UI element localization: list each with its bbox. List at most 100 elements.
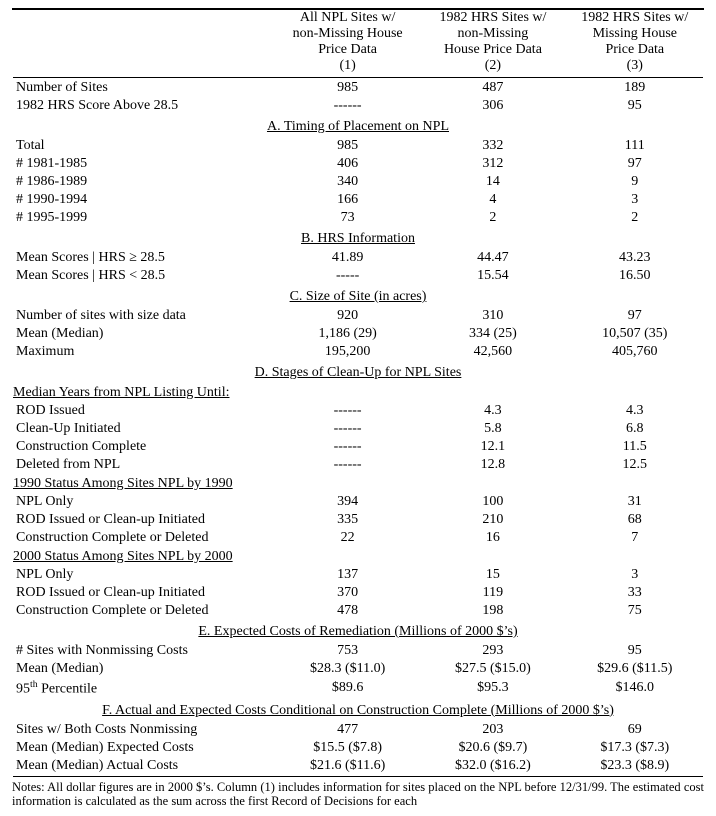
table-row: 1982 HRS Score Above 28.5 ------ 306 95 — [12, 97, 704, 115]
row-label: ROD Issued or Clean-up Initiated — [12, 584, 275, 602]
row-value: $89.6 — [275, 678, 420, 699]
row-value: 293 — [420, 642, 565, 660]
row-value: 406 — [275, 155, 420, 173]
row-value: 12.5 — [566, 456, 704, 474]
table-row: Construction Complete or Deleted22167 — [12, 529, 704, 547]
row-label: Construction Complete or Deleted — [12, 529, 275, 547]
row-value: 95 — [566, 642, 704, 660]
row-label: Maximum — [12, 343, 275, 361]
section-d-sub2: 1990 Status Among Sites NPL by 1990 — [12, 474, 704, 493]
row-value: 12.1 — [420, 438, 565, 456]
row-value: 11.5 — [566, 438, 704, 456]
row-value: $17.3 ($7.3) — [566, 739, 704, 757]
rule-under-header — [13, 77, 703, 78]
table-row: Construction Complete or Deleted47819875 — [12, 602, 704, 620]
table-row: Mean (Median) Actual Costs$21.6 ($11.6)$… — [12, 757, 704, 775]
row-label: Mean (Median) — [12, 325, 275, 343]
row-value: 4.3 — [566, 402, 704, 420]
row-value: $27.5 ($15.0) — [420, 660, 565, 678]
row-label: Construction Complete or Deleted — [12, 602, 275, 620]
row-value: 985 — [275, 137, 420, 155]
row-value: 340 — [275, 173, 420, 191]
col1-header: All NPL Sites w/ non-Missing House Price… — [275, 10, 420, 58]
row-value: 6.8 — [566, 420, 704, 438]
row-value: 312 — [420, 155, 565, 173]
row-value: 31 — [566, 493, 704, 511]
row-label: Clean-Up Initiated — [12, 420, 275, 438]
row-value: $20.6 ($9.7) — [420, 739, 565, 757]
row-value: $28.3 ($11.0) — [275, 660, 420, 678]
row-value: 97 — [566, 155, 704, 173]
row-label: # 1995-1999 — [12, 209, 275, 227]
row-label: NPL Only — [12, 566, 275, 584]
row-value: 22 — [275, 529, 420, 547]
row-value: $21.6 ($11.6) — [275, 757, 420, 775]
row-value: 478 — [275, 602, 420, 620]
row-value: 73 — [275, 209, 420, 227]
section-d-sub1: Median Years from NPL Listing Until: — [12, 383, 704, 402]
row-value: ------ — [275, 402, 420, 420]
row-label: # 1990-1994 — [12, 191, 275, 209]
row-value: 137 — [275, 566, 420, 584]
row-value: 1,186 (29) — [275, 325, 420, 343]
table-row: 95th Percentile$89.6$95.3$146.0 — [12, 678, 704, 699]
row-value: 111 — [566, 137, 704, 155]
row-label: NPL Only — [12, 493, 275, 511]
notes-text: Notes: All dollar figures are in 2000 $’… — [12, 780, 704, 809]
row-value: 12.8 — [420, 456, 565, 474]
table-row: Mean (Median) Expected Costs$15.5 ($7.8)… — [12, 739, 704, 757]
row-value: 41.89 — [275, 249, 420, 267]
data-table: All NPL Sites w/ non-Missing House Price… — [12, 10, 704, 778]
row-value: 477 — [275, 721, 420, 739]
row-value: 16 — [420, 529, 565, 547]
row-value: 4.3 — [420, 402, 565, 420]
row-value: 2 — [420, 209, 565, 227]
table-row: # 1986-1989340149 — [12, 173, 704, 191]
row-value: 166 — [275, 191, 420, 209]
row-value: 4 — [420, 191, 565, 209]
row-value: 2 — [566, 209, 704, 227]
table-row: Number of Sites 985 487 189 — [12, 79, 704, 97]
row-value: 69 — [566, 721, 704, 739]
table-row: # 1995-19997322 — [12, 209, 704, 227]
row-value: 9 — [566, 173, 704, 191]
row-value: 198 — [420, 602, 565, 620]
row-value: 33 — [566, 584, 704, 602]
table-row: Clean-Up Initiated------5.86.8 — [12, 420, 704, 438]
col3-header: 1982 HRS Sites w/ Missing House Price Da… — [566, 10, 704, 58]
row-label: # Sites with Nonmissing Costs — [12, 642, 275, 660]
row-label: Mean (Median) — [12, 660, 275, 678]
row-value: 5.8 — [420, 420, 565, 438]
table-row: # 1990-199416643 — [12, 191, 704, 209]
table-row: NPL Only137153 — [12, 566, 704, 584]
table-row: Mean (Median)1,186 (29)334 (25)10,507 (3… — [12, 325, 704, 343]
table-row: ROD Issued------4.34.3 — [12, 402, 704, 420]
table-row: Total985332111 — [12, 137, 704, 155]
row-value: 44.47 — [420, 249, 565, 267]
section-f-title: F. Actual and Expected Costs Conditional… — [12, 699, 704, 721]
row-value: 7 — [566, 529, 704, 547]
row-value: $32.0 ($16.2) — [420, 757, 565, 775]
row-value: 3 — [566, 566, 704, 584]
row-value: 75 — [566, 602, 704, 620]
row-value: 15.54 — [420, 267, 565, 285]
row-value: $146.0 — [566, 678, 704, 699]
row-value: ----- — [275, 267, 420, 285]
header-row: All NPL Sites w/ non-Missing House Price… — [12, 10, 704, 58]
table-row: Deleted from NPL------12.812.5 — [12, 456, 704, 474]
table-row: # Sites with Nonmissing Costs75329395 — [12, 642, 704, 660]
table-row: Mean Scores | HRS < 28.5-----15.5416.50 — [12, 267, 704, 285]
table-row: NPL Only39410031 — [12, 493, 704, 511]
row-value: 195,200 — [275, 343, 420, 361]
row-value: ------ — [275, 420, 420, 438]
row-label: Mean Scores | HRS ≥ 28.5 — [12, 249, 275, 267]
rule-bottom — [13, 776, 703, 777]
table-row: Maximum195,20042,560405,760 — [12, 343, 704, 361]
row-value: 753 — [275, 642, 420, 660]
row-label: ROD Issued or Clean-up Initiated — [12, 511, 275, 529]
table-row: ROD Issued or Clean-up Initiated37011933 — [12, 584, 704, 602]
row-value: 310 — [420, 307, 565, 325]
row-value: 370 — [275, 584, 420, 602]
section-d-sub3: 2000 Status Among Sites NPL by 2000 — [12, 547, 704, 566]
table-row: Mean Scores | HRS ≥ 28.541.8944.4743.23 — [12, 249, 704, 267]
